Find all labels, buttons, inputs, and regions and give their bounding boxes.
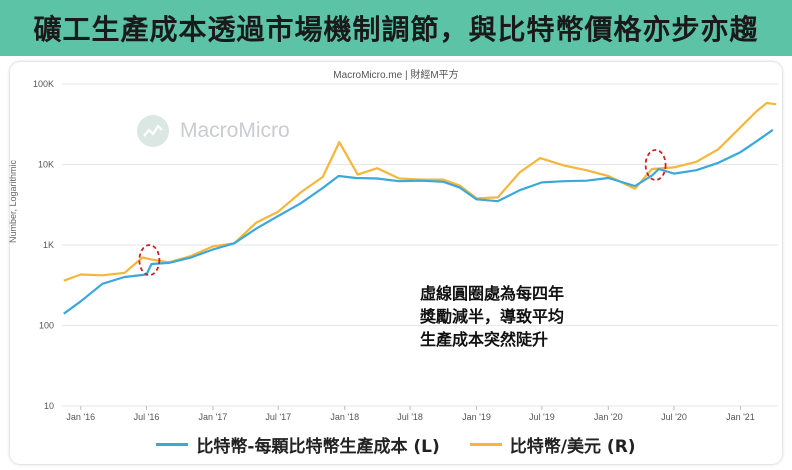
annotation-line: 虛線圓圈處為每四年 (420, 284, 565, 303)
annotation-note: 虛線圓圈處為每四年 獎勵減半，導致平均 生產成本突然陡升 (420, 282, 564, 351)
x-tick-label: Jan '17 (199, 412, 228, 422)
x-tick-label: Jul '17 (265, 412, 291, 422)
series-line-price (63, 101, 777, 282)
y-tick-label: 100 (39, 321, 54, 331)
watermark-logo-icon (137, 115, 169, 147)
annotation-line: 獎勵減半，導致平均 (420, 307, 565, 326)
halving-circle (138, 244, 161, 276)
legend-label-price: 比特幣/美元 (R) (509, 437, 636, 457)
annotation-line: 生產成本突然陡升 (420, 330, 549, 349)
banner-title: 礦工生產成本透過市場機制調節，與比特幣價格亦步亦趨 (33, 13, 759, 46)
x-tick-label: Jul '16 (134, 412, 160, 422)
x-tick-label: Jan '19 (462, 412, 491, 422)
legend: 比特幣-每顆比特幣生產成本 (L) 比特幣/美元 (R) (0, 432, 792, 457)
legend-label-cost: 比特幣-每顆比特幣生產成本 (L) (196, 437, 440, 457)
source-label: MacroMicro.me | 財經M平方 (333, 70, 459, 81)
x-tick-label: Jul '19 (529, 412, 555, 422)
halving-circle (644, 149, 667, 181)
y-tick-label: 10 (44, 401, 54, 411)
legend-item-price[interactable]: 比特幣/美元 (R) (469, 432, 636, 457)
watermark-text: MacroMicro (180, 119, 290, 142)
y-tick-label: 10K (38, 160, 54, 170)
y-axis-label: Number, Logarithmic (8, 159, 18, 243)
legend-item-cost[interactable]: 比特幣-每顆比特幣生產成本 (L) (156, 432, 440, 457)
x-tick-label: Jul '20 (661, 412, 687, 422)
banner: 礦工生產成本透過市場機制調節，與比特幣價格亦步亦趨 (0, 0, 792, 56)
legend-swatch-price (469, 443, 502, 446)
x-tick-label: Jan '20 (594, 412, 623, 422)
legend-swatch-cost (156, 443, 189, 446)
series-line-cost (63, 128, 774, 315)
y-tick-label: 1K (43, 240, 54, 250)
x-tick-label: Jan '18 (330, 412, 359, 422)
x-tick-label: Jan '16 (66, 412, 95, 422)
watermark: MacroMicro (136, 114, 290, 148)
x-tick-label: Jan '21 (726, 412, 755, 422)
y-tick-label: 100K (33, 79, 54, 89)
x-tick-label: Jul '18 (397, 412, 423, 422)
